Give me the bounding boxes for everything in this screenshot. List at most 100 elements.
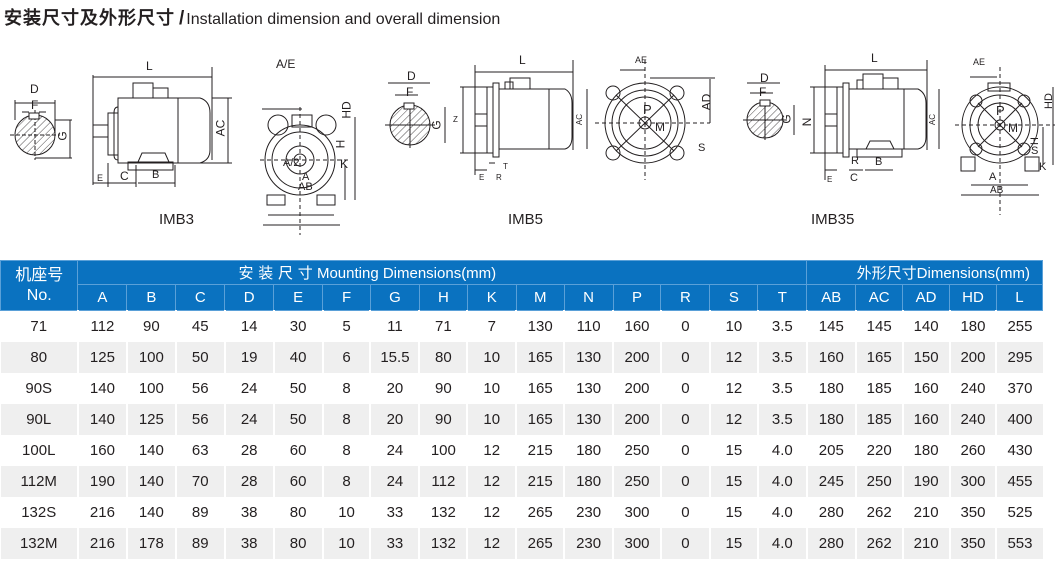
cell-t: 4.0	[756, 497, 807, 528]
column-header-ab: AB	[806, 284, 857, 311]
imb35-label-s: S	[1031, 145, 1039, 157]
imb3-label-d: D	[30, 82, 39, 96]
imb35-label-n: N	[799, 117, 814, 127]
imb3-label-ae: A/E	[276, 57, 296, 71]
cell-s: 15	[708, 497, 758, 528]
cell-k: 10	[466, 404, 517, 435]
cell-e: 50	[272, 404, 323, 435]
mounting-dimensions-header: 安 装 尺 寸 Mounting Dimensions(mm)	[77, 260, 808, 285]
cell-s: 15	[708, 528, 758, 559]
cell-s: 12	[708, 342, 758, 373]
cell-m: 215	[515, 466, 565, 497]
column-header-k: K	[466, 284, 517, 311]
cell-e: 30	[272, 310, 323, 342]
imb35-title: IMB35	[811, 211, 855, 228]
imb3-label-g: G	[55, 131, 70, 141]
cell-p: 200	[612, 404, 661, 435]
cell-ad: 160	[901, 404, 950, 435]
cell-c: 89	[174, 497, 225, 528]
cell-m: 130	[515, 310, 565, 342]
cell-h: 90	[418, 404, 468, 435]
cell-hd: 350	[948, 497, 997, 528]
column-header-d: D	[224, 284, 275, 311]
cell-r: 0	[659, 497, 710, 528]
cell-ab: 160	[805, 342, 856, 373]
table-row: 132S 216 140 89 38 80 10 33 132 12 265 230 300 0 15 4.0…	[0, 497, 1043, 528]
cell-g: 20	[369, 404, 420, 435]
cell-b: 100	[125, 342, 176, 373]
imb5-label-s: S	[698, 142, 706, 154]
cell-r: 0	[659, 528, 710, 559]
cell-p: 160	[612, 310, 661, 342]
column-header-n: N	[563, 284, 614, 311]
imb3-label-b: B	[152, 169, 160, 181]
title-english: Installation dimension and overall dimen…	[186, 11, 501, 28]
imb5-label-d: D	[407, 69, 416, 83]
cell-h: 80	[418, 342, 468, 373]
cell-e: 80	[272, 497, 323, 528]
imb3-label-e: E	[97, 173, 104, 183]
cell-k: 12	[466, 497, 517, 528]
cell-d: 19	[223, 342, 274, 373]
cell-p: 250	[612, 435, 661, 466]
cell-d: 14	[223, 310, 274, 342]
cell-h: 100	[418, 435, 468, 466]
cell-b: 140	[125, 435, 176, 466]
imb3-label-ac: AC	[213, 119, 228, 137]
cell-f: 5	[321, 310, 371, 342]
frame-number-cell: 90L	[0, 404, 78, 435]
frame-number-cell: 90S	[0, 373, 78, 404]
cell-p: 300	[612, 497, 661, 528]
frame-number-cell: 71	[0, 310, 78, 342]
cell-e: 40	[272, 342, 323, 373]
mounting-header-zh: 安 装 尺 寸	[238, 264, 313, 282]
cell-p: 250	[612, 466, 661, 497]
imb35-label-g: G	[779, 114, 794, 124]
column-header-e: E	[273, 284, 324, 311]
cell-ad: 210	[901, 497, 950, 528]
imb35-label-r: R	[851, 155, 859, 167]
cell-g: 24	[369, 466, 420, 497]
cell-a: 160	[76, 435, 127, 466]
imb3-label-a: A	[302, 171, 310, 183]
cell-ac: 185	[854, 404, 903, 435]
cell-ab: 280	[805, 528, 856, 559]
cell-c: 89	[174, 528, 225, 559]
cell-m: 265	[515, 528, 565, 559]
cell-r: 0	[659, 435, 710, 466]
cell-m: 215	[515, 435, 565, 466]
cell-f: 10	[321, 497, 371, 528]
overall-dimensions-header: 外形尺寸Dimensions(mm)	[806, 260, 1043, 285]
cell-hd: 350	[948, 528, 997, 559]
cell-ab: 180	[805, 404, 856, 435]
cell-hd: 240	[948, 404, 997, 435]
table-row: 90L 140 125 56 24 50 8 20 90 10 165 130 200 0 12 3.5 180…	[0, 404, 1043, 435]
cell-m: 165	[515, 373, 565, 404]
cell-k: 12	[466, 435, 517, 466]
imb3-label-ab: AB	[298, 181, 313, 193]
cell-n: 130	[563, 404, 614, 435]
imb3-title: IMB3	[159, 211, 195, 228]
imb35-label-ae: AE	[973, 57, 986, 67]
cell-t: 4.0	[756, 528, 807, 559]
cell-ac: 145	[854, 310, 903, 342]
imb3-label-f: F	[31, 98, 39, 112]
cell-h: 132	[418, 528, 468, 559]
cell-n: 230	[563, 528, 614, 559]
cell-t: 3.5	[756, 373, 807, 404]
overall-header-zh: 外形尺寸	[856, 264, 917, 282]
cell-t: 3.5	[756, 342, 807, 373]
cell-t: 3.5	[756, 404, 807, 435]
imb5-label-ad: AD	[699, 93, 714, 111]
cell-h: 71	[418, 310, 468, 342]
frame-number-cell: 100L	[0, 435, 78, 466]
imb35-label-l: L	[871, 51, 878, 65]
cell-l: 370	[995, 373, 1043, 404]
cell-n: 180	[563, 466, 614, 497]
imb35-label-k: K	[1039, 161, 1047, 173]
imb5-label-p: P	[643, 102, 652, 117]
imb5-label-ae: AE	[635, 55, 648, 65]
imb35-label-hd: HD	[1042, 93, 1055, 109]
column-header-s: S	[709, 284, 759, 311]
cell-g: 24	[369, 435, 420, 466]
